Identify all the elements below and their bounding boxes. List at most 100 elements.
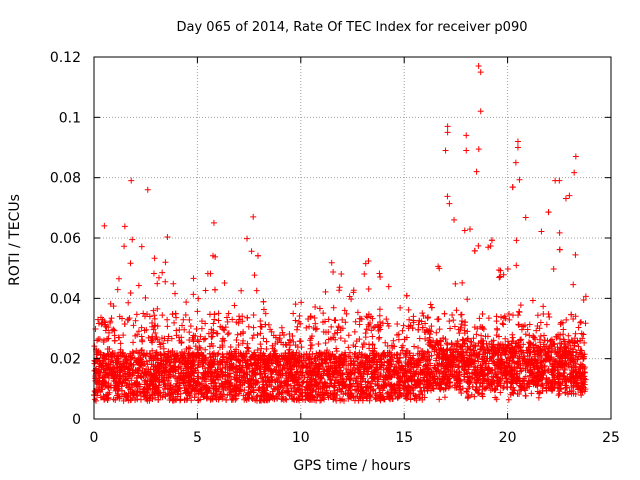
data-point [346,293,353,300]
data-point [253,393,260,400]
data-point [190,275,197,282]
data-point [509,312,516,319]
data-point [451,323,458,330]
data-point [328,323,335,330]
data-point [441,394,448,401]
data-point [516,308,523,315]
data-point [541,332,548,339]
data-point [140,310,147,317]
data-point [120,332,127,339]
data-point [472,379,479,386]
data-point [328,259,335,266]
data-point [352,318,359,325]
data-point [187,323,194,330]
data-point [203,355,210,362]
data-point [164,233,171,240]
data-point [376,334,383,341]
data-point [263,338,270,345]
data-point [321,379,328,386]
data-point [560,331,567,338]
data-point [257,341,264,348]
data-point [92,325,99,332]
data-point [572,313,579,320]
data-point [400,322,407,329]
data-point [385,283,392,290]
data-point [458,318,465,325]
data-point [452,280,459,287]
points-layer [91,63,589,404]
data-point [543,321,550,328]
data-point [161,335,168,342]
data-point [582,293,589,300]
data-point [296,312,303,319]
data-point [533,327,540,334]
data-point [215,317,222,324]
data-point [365,285,372,292]
data-point [341,338,348,345]
data-point [161,378,168,385]
data-point [164,337,171,344]
data-point [405,306,412,313]
data-point [415,344,422,351]
data-point [500,385,507,392]
data-point [121,243,128,250]
data-point [187,393,194,400]
data-point [292,317,299,324]
data-point [332,317,339,324]
data-point [127,290,134,297]
data-point [449,311,456,318]
data-point [200,336,207,343]
data-point [450,317,457,324]
data-point [117,340,124,347]
data-point [160,340,167,347]
data-point [364,314,371,321]
data-point [312,303,319,310]
data-point [231,302,238,309]
data-point [581,339,588,346]
data-point [102,327,109,334]
data-point [415,321,422,328]
data-point [522,214,529,221]
data-point [257,330,264,337]
data-point [475,242,482,249]
data-point [458,321,465,328]
data-point [516,176,523,183]
data-point [513,360,520,367]
data-point [560,369,567,376]
data-point [155,274,162,281]
data-point [505,396,512,403]
data-point [433,329,440,336]
data-point [410,313,417,320]
data-point [206,350,213,357]
data-point [556,340,563,347]
data-point [365,258,372,264]
data-point [244,314,251,321]
data-point [260,306,267,313]
data-point [153,349,160,356]
data-point [130,339,137,346]
data-point [169,311,176,318]
data-point [165,333,172,340]
data-point [582,320,589,327]
data-point [111,337,118,344]
data-point [458,390,465,397]
data-point [497,267,504,274]
data-point [382,339,389,346]
data-point [419,310,426,317]
data-point [466,226,473,233]
data-point [139,337,146,344]
data-point [250,311,257,318]
data-point [556,229,563,236]
data-point [471,247,478,254]
data-point [204,270,211,277]
data-point [154,280,161,287]
data-point [202,346,209,353]
data-point [190,291,197,298]
data-point [330,304,337,311]
data-point [436,326,443,333]
data-point [337,335,344,342]
data-point [133,311,140,318]
data-point [224,318,231,325]
data-point [416,394,423,401]
data-point [577,319,584,326]
